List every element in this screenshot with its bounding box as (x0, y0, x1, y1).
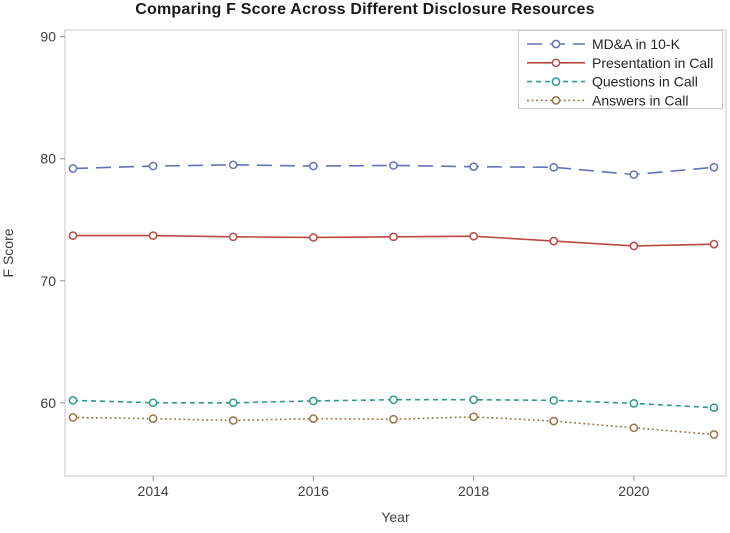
series-marker (68, 413, 78, 422)
plot-frame (64, 29, 727, 477)
legend-marker (551, 58, 561, 68)
series-marker (148, 231, 158, 240)
series-marker (148, 161, 158, 171)
legend-label: MD&A in 10-K (592, 36, 681, 52)
chart-title: Comparing F Score Across Different Discl… (135, 1, 595, 18)
series-marker (469, 231, 478, 241)
series-marker (309, 233, 318, 242)
y-tick-label: 60 (40, 395, 56, 411)
series-marker (549, 416, 559, 426)
legend-marker (551, 96, 561, 105)
series-line (72, 416, 715, 436)
x-axis-title: Year (381, 509, 410, 525)
series-marker (148, 398, 158, 408)
series-marker (228, 398, 238, 408)
series-marker (549, 395, 559, 405)
series-marker (309, 396, 318, 406)
series-marker (389, 395, 398, 405)
series-marker (709, 239, 719, 249)
x-tick-label: 2020 (618, 483, 649, 499)
series-marker (68, 395, 78, 405)
series-marker (148, 414, 158, 423)
series-marker (68, 164, 78, 173)
series-marker (228, 160, 238, 170)
series-marker (389, 161, 398, 170)
series-marker (469, 162, 478, 172)
legend-label: Answers in Call (592, 92, 688, 108)
series-marker (309, 161, 318, 171)
series-marker (549, 236, 559, 246)
y-tick-label: 90 (40, 29, 56, 45)
series-line (72, 398, 715, 409)
series-marker (549, 162, 559, 172)
series-marker (228, 232, 238, 242)
series-marker (469, 395, 478, 405)
series-marker (629, 399, 639, 408)
series-marker (389, 232, 398, 242)
legend-label: Questions in Call (592, 74, 698, 90)
series-marker (629, 170, 639, 179)
x-tick-label: 2016 (298, 483, 329, 499)
legend-label: Presentation in Call (592, 55, 713, 71)
x-tick-label: 2018 (458, 483, 489, 499)
y-tick-label: 70 (40, 273, 56, 289)
series-marker (709, 403, 719, 413)
legend-marker (551, 39, 561, 49)
series-marker (469, 412, 478, 422)
series-marker (629, 423, 639, 433)
y-axis-title: F Score (0, 228, 16, 277)
series-marker (68, 231, 78, 240)
series-marker (228, 416, 238, 425)
series-marker (709, 430, 719, 439)
legend-marker (551, 77, 561, 86)
series-marker (389, 414, 398, 424)
series-marker (309, 414, 318, 423)
series-marker (709, 162, 719, 172)
x-tick-label: 2014 (138, 483, 169, 499)
series-marker (629, 241, 639, 251)
y-tick-label: 80 (40, 151, 56, 167)
series-line (72, 164, 715, 176)
